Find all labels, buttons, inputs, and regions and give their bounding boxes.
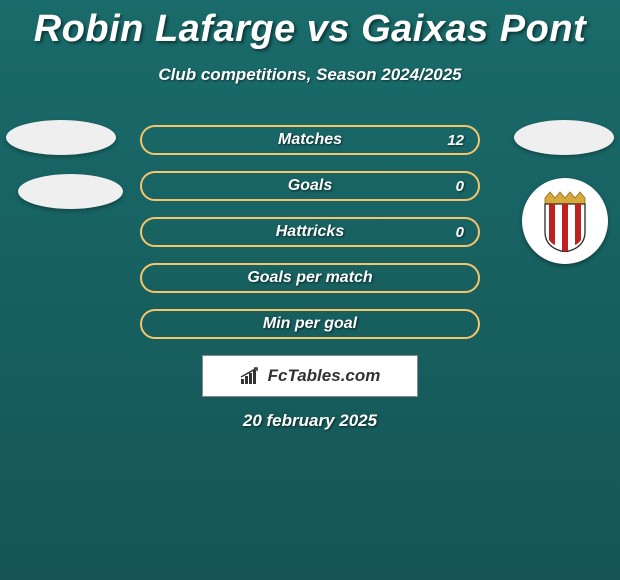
stat-right-value: 0: [456, 224, 464, 241]
stat-label: Matches: [278, 131, 342, 149]
stat-right-value: 0: [456, 178, 464, 195]
stat-row-goals-per-match: Goals per match: [140, 263, 480, 293]
stat-row-matches: Matches 12: [140, 125, 480, 155]
stat-row-goals: Goals 0: [140, 171, 480, 201]
stat-row-min-per-goal: Min per goal: [140, 309, 480, 339]
stat-label: Goals per match: [247, 269, 372, 287]
page-title: Robin Lafarge vs Gaixas Pont: [0, 0, 620, 51]
page-subtitle: Club competitions, Season 2024/2025: [0, 65, 620, 85]
stat-label: Min per goal: [263, 315, 357, 333]
date-label: 20 february 2025: [0, 411, 620, 431]
stat-row-hattricks: Hattricks 0: [140, 217, 480, 247]
brand-text: FcTables.com: [268, 366, 381, 386]
stat-label: Hattricks: [276, 223, 344, 241]
brand-link[interactable]: FcTables.com: [202, 355, 418, 397]
stats-container: Matches 12 Goals 0 Hattricks 0 Goals per…: [0, 125, 620, 339]
stat-right-value: 12: [447, 132, 464, 149]
brand-chart-icon: [240, 367, 262, 385]
stat-label: Goals: [288, 177, 332, 195]
